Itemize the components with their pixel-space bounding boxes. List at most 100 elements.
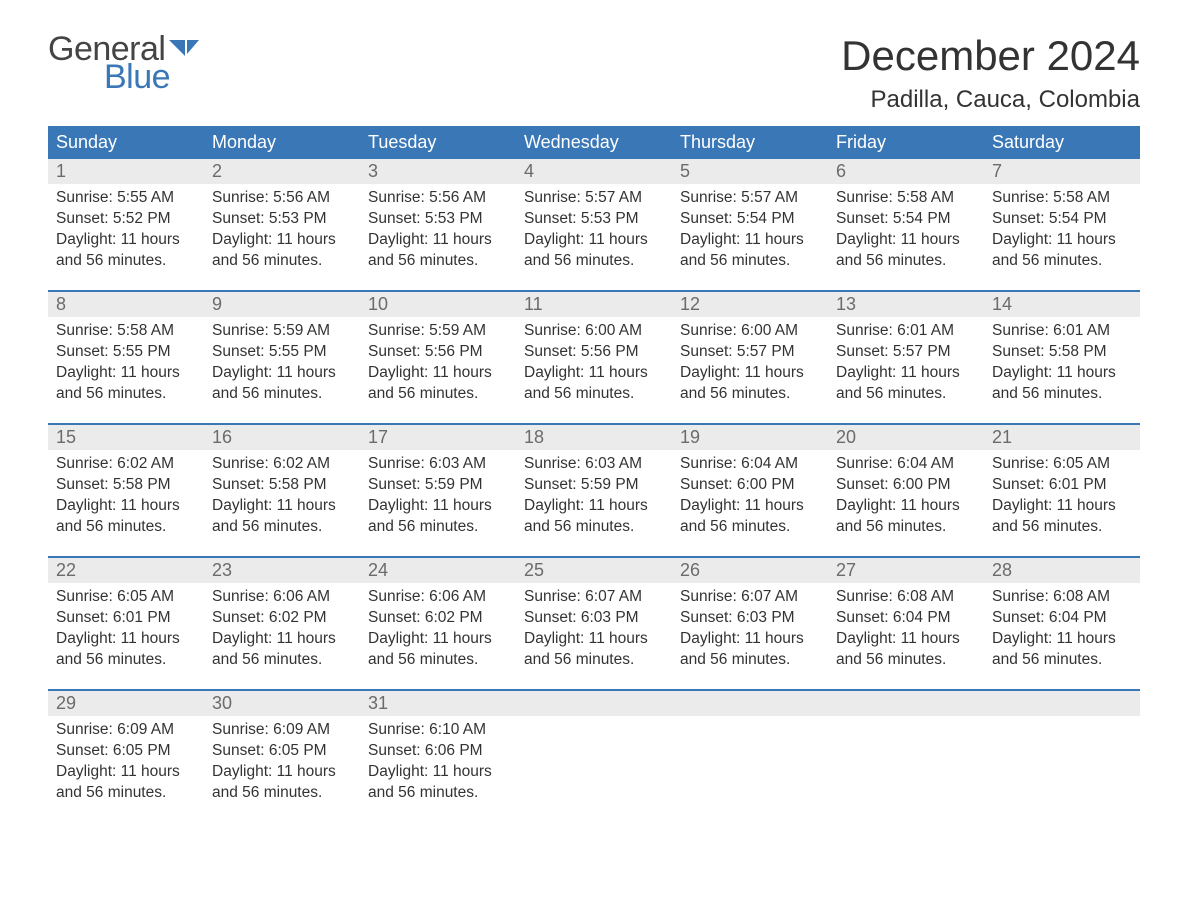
daylight-text: Daylight: 11 hours and 56 minutes. [836, 230, 976, 272]
sunrise-text: Sunrise: 6:07 AM [524, 587, 664, 608]
sunrise-text: Sunrise: 6:06 AM [212, 587, 352, 608]
day-body: Sunrise: 6:03 AMSunset: 5:59 PMDaylight:… [516, 450, 672, 548]
daylight-text: Daylight: 11 hours and 56 minutes. [212, 230, 352, 272]
daylight-text: Daylight: 11 hours and 56 minutes. [56, 762, 196, 804]
daylight-text: Daylight: 11 hours and 56 minutes. [56, 629, 196, 671]
day-body: Sunrise: 6:04 AMSunset: 6:00 PMDaylight:… [672, 450, 828, 548]
calendar-cell: 13Sunrise: 6:01 AMSunset: 5:57 PMDayligh… [828, 292, 984, 424]
weekday-header-row: Sunday Monday Tuesday Wednesday Thursday… [48, 126, 1140, 159]
logo: General Blue [48, 32, 199, 94]
title-block: December 2024 Padilla, Cauca, Colombia [841, 32, 1140, 114]
day-number: 11 [516, 292, 672, 317]
sunrise-text: Sunrise: 6:09 AM [56, 720, 196, 741]
calendar-cell: 12Sunrise: 6:00 AMSunset: 5:57 PMDayligh… [672, 292, 828, 424]
sunset-text: Sunset: 5:58 PM [56, 475, 196, 496]
calendar-week-row: 22Sunrise: 6:05 AMSunset: 6:01 PMDayligh… [48, 558, 1140, 690]
col-tuesday: Tuesday [360, 126, 516, 159]
sunset-text: Sunset: 5:55 PM [56, 342, 196, 363]
daylight-text: Daylight: 11 hours and 56 minutes. [680, 230, 820, 272]
sunset-text: Sunset: 5:55 PM [212, 342, 352, 363]
day-number: 3 [360, 159, 516, 184]
daylight-text: Daylight: 11 hours and 56 minutes. [524, 629, 664, 671]
calendar-cell: 19Sunrise: 6:04 AMSunset: 6:00 PMDayligh… [672, 425, 828, 557]
day-number: 7 [984, 159, 1140, 184]
daylight-text: Daylight: 11 hours and 56 minutes. [212, 496, 352, 538]
sunset-text: Sunset: 6:01 PM [992, 475, 1132, 496]
calendar-cell: 7Sunrise: 5:58 AMSunset: 5:54 PMDaylight… [984, 159, 1140, 291]
sunrise-text: Sunrise: 5:58 AM [992, 188, 1132, 209]
day-body: Sunrise: 6:03 AMSunset: 5:59 PMDaylight:… [360, 450, 516, 548]
sunset-text: Sunset: 6:03 PM [524, 608, 664, 629]
sunset-text: Sunset: 6:03 PM [680, 608, 820, 629]
day-number: 27 [828, 558, 984, 583]
day-number-empty [672, 691, 828, 716]
day-number: 28 [984, 558, 1140, 583]
sunrise-text: Sunrise: 6:01 AM [836, 321, 976, 342]
daylight-text: Daylight: 11 hours and 56 minutes. [212, 363, 352, 405]
calendar-cell: 24Sunrise: 6:06 AMSunset: 6:02 PMDayligh… [360, 558, 516, 690]
sunset-text: Sunset: 5:52 PM [56, 209, 196, 230]
day-body: Sunrise: 6:00 AMSunset: 5:56 PMDaylight:… [516, 317, 672, 415]
sunset-text: Sunset: 5:53 PM [368, 209, 508, 230]
calendar-cell: 20Sunrise: 6:04 AMSunset: 6:00 PMDayligh… [828, 425, 984, 557]
calendar-cell: 22Sunrise: 6:05 AMSunset: 6:01 PMDayligh… [48, 558, 204, 690]
day-body: Sunrise: 6:07 AMSunset: 6:03 PMDaylight:… [516, 583, 672, 681]
day-body: Sunrise: 5:58 AMSunset: 5:55 PMDaylight:… [48, 317, 204, 415]
sunrise-text: Sunrise: 6:05 AM [56, 587, 196, 608]
day-body: Sunrise: 6:06 AMSunset: 6:02 PMDaylight:… [204, 583, 360, 681]
day-body: Sunrise: 6:09 AMSunset: 6:05 PMDaylight:… [48, 716, 204, 814]
day-number: 19 [672, 425, 828, 450]
sunrise-text: Sunrise: 6:00 AM [524, 321, 664, 342]
calendar-cell: 1Sunrise: 5:55 AMSunset: 5:52 PMDaylight… [48, 159, 204, 291]
col-monday: Monday [204, 126, 360, 159]
daylight-text: Daylight: 11 hours and 56 minutes. [368, 230, 508, 272]
day-number: 22 [48, 558, 204, 583]
calendar-cell: 30Sunrise: 6:09 AMSunset: 6:05 PMDayligh… [204, 691, 360, 823]
sunrise-text: Sunrise: 5:56 AM [212, 188, 352, 209]
day-body: Sunrise: 5:57 AMSunset: 5:54 PMDaylight:… [672, 184, 828, 282]
sunset-text: Sunset: 5:59 PM [524, 475, 664, 496]
sunset-text: Sunset: 5:58 PM [212, 475, 352, 496]
day-body: Sunrise: 5:56 AMSunset: 5:53 PMDaylight:… [360, 184, 516, 282]
calendar-cell: 9Sunrise: 5:59 AMSunset: 5:55 PMDaylight… [204, 292, 360, 424]
sunset-text: Sunset: 6:05 PM [56, 741, 196, 762]
col-sunday: Sunday [48, 126, 204, 159]
day-number: 8 [48, 292, 204, 317]
calendar-cell [672, 691, 828, 823]
daylight-text: Daylight: 11 hours and 56 minutes. [836, 363, 976, 405]
calendar-week-row: 29Sunrise: 6:09 AMSunset: 6:05 PMDayligh… [48, 691, 1140, 823]
sunset-text: Sunset: 5:54 PM [992, 209, 1132, 230]
calendar-cell: 2Sunrise: 5:56 AMSunset: 5:53 PMDaylight… [204, 159, 360, 291]
calendar-cell: 17Sunrise: 6:03 AMSunset: 5:59 PMDayligh… [360, 425, 516, 557]
header: General Blue December 2024 Padilla, Cauc… [48, 32, 1140, 114]
day-number: 31 [360, 691, 516, 716]
calendar-week-row: 1Sunrise: 5:55 AMSunset: 5:52 PMDaylight… [48, 159, 1140, 291]
day-body: Sunrise: 6:04 AMSunset: 6:00 PMDaylight:… [828, 450, 984, 548]
sunset-text: Sunset: 5:57 PM [680, 342, 820, 363]
day-number: 2 [204, 159, 360, 184]
sunrise-text: Sunrise: 5:58 AM [56, 321, 196, 342]
day-number: 15 [48, 425, 204, 450]
calendar-cell: 11Sunrise: 6:00 AMSunset: 5:56 PMDayligh… [516, 292, 672, 424]
day-body: Sunrise: 6:09 AMSunset: 6:05 PMDaylight:… [204, 716, 360, 814]
calendar-cell: 6Sunrise: 5:58 AMSunset: 5:54 PMDaylight… [828, 159, 984, 291]
sunset-text: Sunset: 6:02 PM [368, 608, 508, 629]
day-number: 9 [204, 292, 360, 317]
calendar-cell: 31Sunrise: 6:10 AMSunset: 6:06 PMDayligh… [360, 691, 516, 823]
day-number: 24 [360, 558, 516, 583]
day-number: 20 [828, 425, 984, 450]
sunrise-text: Sunrise: 6:08 AM [836, 587, 976, 608]
daylight-text: Daylight: 11 hours and 56 minutes. [836, 496, 976, 538]
sunset-text: Sunset: 6:06 PM [368, 741, 508, 762]
day-number: 1 [48, 159, 204, 184]
day-number-empty [828, 691, 984, 716]
day-number: 17 [360, 425, 516, 450]
calendar-cell: 16Sunrise: 6:02 AMSunset: 5:58 PMDayligh… [204, 425, 360, 557]
month-title: December 2024 [841, 32, 1140, 80]
daylight-text: Daylight: 11 hours and 56 minutes. [524, 496, 664, 538]
day-number: 4 [516, 159, 672, 184]
day-number: 18 [516, 425, 672, 450]
calendar-cell: 14Sunrise: 6:01 AMSunset: 5:58 PMDayligh… [984, 292, 1140, 424]
daylight-text: Daylight: 11 hours and 56 minutes. [680, 363, 820, 405]
day-number: 21 [984, 425, 1140, 450]
